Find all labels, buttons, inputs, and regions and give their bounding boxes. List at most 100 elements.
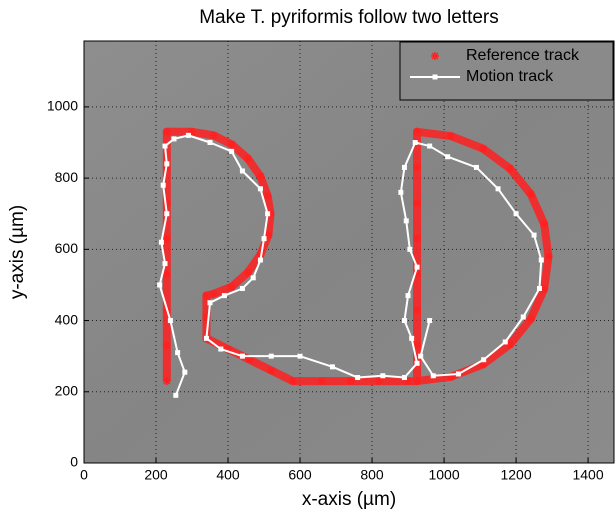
motion-point <box>401 318 407 324</box>
x-tick-label: 800 <box>360 467 384 483</box>
motion-point <box>407 246 413 252</box>
reference-point <box>413 199 422 208</box>
reference-point <box>540 220 549 229</box>
motion-point <box>261 236 267 242</box>
reference-point <box>162 234 171 243</box>
reference-point <box>317 377 326 386</box>
motion-track-line <box>158 134 543 396</box>
motion-point <box>427 143 433 149</box>
motion-point <box>531 232 537 238</box>
motion-point <box>481 357 487 363</box>
motion-point <box>207 139 213 145</box>
motion-point <box>265 211 271 217</box>
reference-point <box>245 355 254 364</box>
motion-point <box>175 350 181 356</box>
plot-area <box>84 41 614 463</box>
motion-point <box>445 154 451 160</box>
reference-point <box>413 163 422 172</box>
motion-point <box>405 293 411 299</box>
reference-point <box>540 284 549 293</box>
motion-point <box>403 218 409 224</box>
motion-point <box>167 318 173 324</box>
motion-point <box>297 353 303 359</box>
motion-point <box>162 143 168 149</box>
motion-point <box>329 364 335 370</box>
reference-point <box>162 270 171 279</box>
motion-point <box>355 375 361 381</box>
reference-point <box>266 209 275 218</box>
reference-point <box>375 377 384 386</box>
motion-point <box>401 164 407 170</box>
reference-point <box>224 345 233 354</box>
reference-point <box>209 289 218 298</box>
legend: Reference track Motion track <box>399 41 614 101</box>
motion-point <box>409 335 415 341</box>
reference-point <box>346 377 355 386</box>
reference-point <box>202 291 211 300</box>
motion-point <box>418 353 424 359</box>
motion-point <box>513 211 519 217</box>
reference-point <box>413 270 422 279</box>
reference-point <box>243 154 252 163</box>
motion-point <box>455 371 461 377</box>
motion-point <box>473 164 479 170</box>
y-tick-label: 1000 <box>47 98 78 114</box>
reference-point <box>413 305 422 314</box>
reference-point <box>478 360 487 369</box>
reference-point <box>505 340 514 349</box>
motion-point <box>173 392 179 398</box>
x-axis-label: x-axis (µm) <box>302 489 396 510</box>
reference-point <box>288 377 297 386</box>
reference-point <box>413 234 422 243</box>
motion-point <box>538 257 544 263</box>
reference-point <box>446 132 455 141</box>
x-tick-label: 1000 <box>428 467 459 483</box>
motion-point <box>157 282 163 288</box>
reference-point <box>162 377 171 386</box>
motion-point <box>164 161 170 167</box>
reference-point <box>188 127 197 136</box>
motion-point <box>268 353 274 359</box>
motion-point <box>257 186 263 192</box>
reference-point <box>162 127 171 136</box>
reference-point <box>526 314 535 323</box>
motion-point <box>257 257 263 263</box>
reference-point <box>446 372 455 381</box>
motion-point <box>427 318 433 324</box>
reference-point <box>209 131 218 140</box>
reference-point <box>263 191 272 200</box>
motion-point <box>495 186 501 192</box>
reference-point <box>243 268 252 277</box>
motion-point <box>160 182 166 188</box>
motion-point <box>164 211 170 217</box>
reference-point <box>413 377 422 386</box>
y-tick-label: 400 <box>55 311 79 327</box>
reference-point <box>267 366 276 375</box>
x-tick-label: 0 <box>80 467 88 483</box>
reference-point <box>264 231 273 240</box>
motion-point <box>239 353 245 359</box>
y-tick-label: 0 <box>70 454 78 470</box>
motion-point <box>414 360 420 366</box>
reference-point <box>413 127 422 136</box>
motion-point <box>520 314 526 320</box>
motion-point <box>430 373 436 379</box>
y-axis-label: y-axis (µm) <box>7 205 28 299</box>
motion-point <box>207 300 213 306</box>
motion-point <box>380 373 386 379</box>
x-tick-label: 1400 <box>572 467 603 483</box>
reference-point <box>526 190 535 199</box>
motion-point <box>250 275 256 281</box>
motion-point <box>218 346 224 352</box>
motion-point <box>502 339 508 345</box>
axes: 0 200 400 600 800 1000 1200 1400 0 200 400 600 800 10… <box>47 98 604 483</box>
motion-point <box>171 136 177 142</box>
motion-point <box>401 375 407 381</box>
background-image <box>84 41 614 463</box>
motion-point <box>221 293 227 299</box>
reference-point <box>227 282 236 291</box>
legend-marker <box>432 74 438 80</box>
y-tick-label: 800 <box>55 169 79 185</box>
reference-point <box>404 377 413 386</box>
reference-point <box>202 312 211 321</box>
